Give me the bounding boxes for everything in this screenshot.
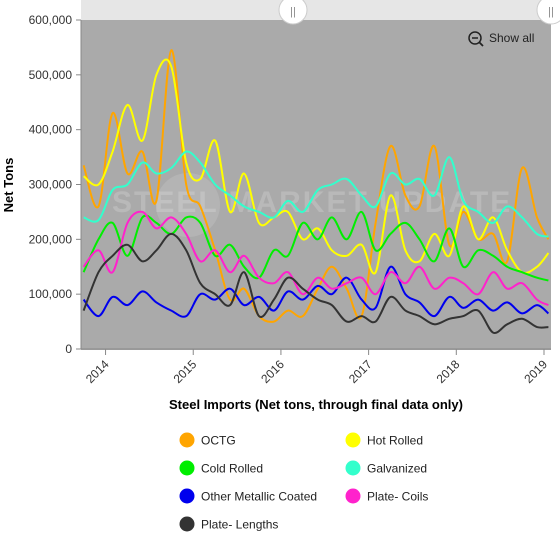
legend-marker-galvanized[interactable] bbox=[345, 460, 361, 476]
legend-label-galvanized[interactable]: Galvanized bbox=[367, 462, 427, 476]
y-tick-label: 600,000 bbox=[29, 13, 73, 27]
navigator-left-handle[interactable] bbox=[278, 0, 308, 25]
legend-label-hot-rolled[interactable]: Hot Rolled bbox=[367, 434, 423, 448]
y-axis-title: Net Tons bbox=[1, 158, 16, 213]
legend-label-other-metallic-coated[interactable]: Other Metallic Coated bbox=[201, 490, 317, 504]
navigator-track[interactable] bbox=[81, 0, 551, 20]
watermark-text: STEEL MARKET UPDATE bbox=[112, 186, 512, 219]
zoom-out-icon-handle bbox=[478, 41, 484, 47]
legend: OCTG Hot Rolled Cold Rolled Galvanized Other… bbox=[179, 432, 428, 532]
legend-marker-other-metallic-coated[interactable] bbox=[179, 488, 195, 504]
series-line-other-metallic-coated bbox=[82, 265, 550, 318]
navigator-right-handle-grip: || bbox=[548, 6, 554, 18]
y-tick-label: 100,000 bbox=[29, 287, 73, 301]
legend-marker-octg[interactable] bbox=[179, 432, 195, 448]
show-all-label[interactable]: Show all bbox=[489, 31, 534, 45]
x-tick-label: 2019 bbox=[521, 357, 550, 386]
series-layer bbox=[82, 49, 550, 334]
legend-marker-hot-rolled[interactable] bbox=[345, 432, 361, 448]
y-tick-label: 300,000 bbox=[29, 178, 73, 192]
legend-marker-cold-rolled[interactable] bbox=[179, 460, 195, 476]
show-all-button[interactable]: Show all bbox=[468, 31, 534, 47]
legend-label-plate-lengths[interactable]: Plate- Lengths bbox=[201, 518, 278, 532]
legend-label-plate-coils[interactable]: Plate- Coils bbox=[367, 490, 428, 504]
range-navigator[interactable]: || || bbox=[81, 0, 560, 25]
x-tick-label: 2018 bbox=[434, 357, 463, 386]
x-tick-label: 2016 bbox=[258, 357, 287, 386]
legend-marker-plate-coils[interactable] bbox=[345, 488, 361, 504]
legend-label-cold-rolled[interactable]: Cold Rolled bbox=[201, 462, 263, 476]
series-line-plate-lengths bbox=[82, 232, 549, 334]
x-tick-label: 2014 bbox=[83, 357, 112, 386]
x-axis: 2014 2015 2016 2017 2018 2019 bbox=[81, 348, 551, 386]
y-axis: 0 100,000 200,000 300,000 400,000 500,000 600,… bbox=[29, 13, 82, 356]
y-tick-label: 200,000 bbox=[29, 232, 73, 246]
y-tick-label: 400,000 bbox=[29, 123, 73, 137]
legend-label-octg[interactable]: OCTG bbox=[201, 434, 236, 448]
zoom-out-icon[interactable] bbox=[468, 31, 482, 45]
y-tick-label: 0 bbox=[65, 342, 72, 356]
series-line-galvanized bbox=[83, 150, 549, 238]
series-line-plate-coils bbox=[82, 210, 549, 307]
navigator-left-handle-grip: || bbox=[290, 6, 296, 18]
y-tick-label: 500,000 bbox=[29, 68, 73, 82]
x-tick-label: 2015 bbox=[171, 357, 200, 386]
x-axis-title: Steel Imports (Net tons, through final d… bbox=[169, 397, 463, 412]
legend-marker-plate-lengths[interactable] bbox=[179, 516, 195, 532]
series-line-hot-rolled bbox=[82, 58, 550, 275]
x-tick-label: 2017 bbox=[346, 357, 375, 386]
navigator-right-handle[interactable] bbox=[536, 0, 560, 25]
